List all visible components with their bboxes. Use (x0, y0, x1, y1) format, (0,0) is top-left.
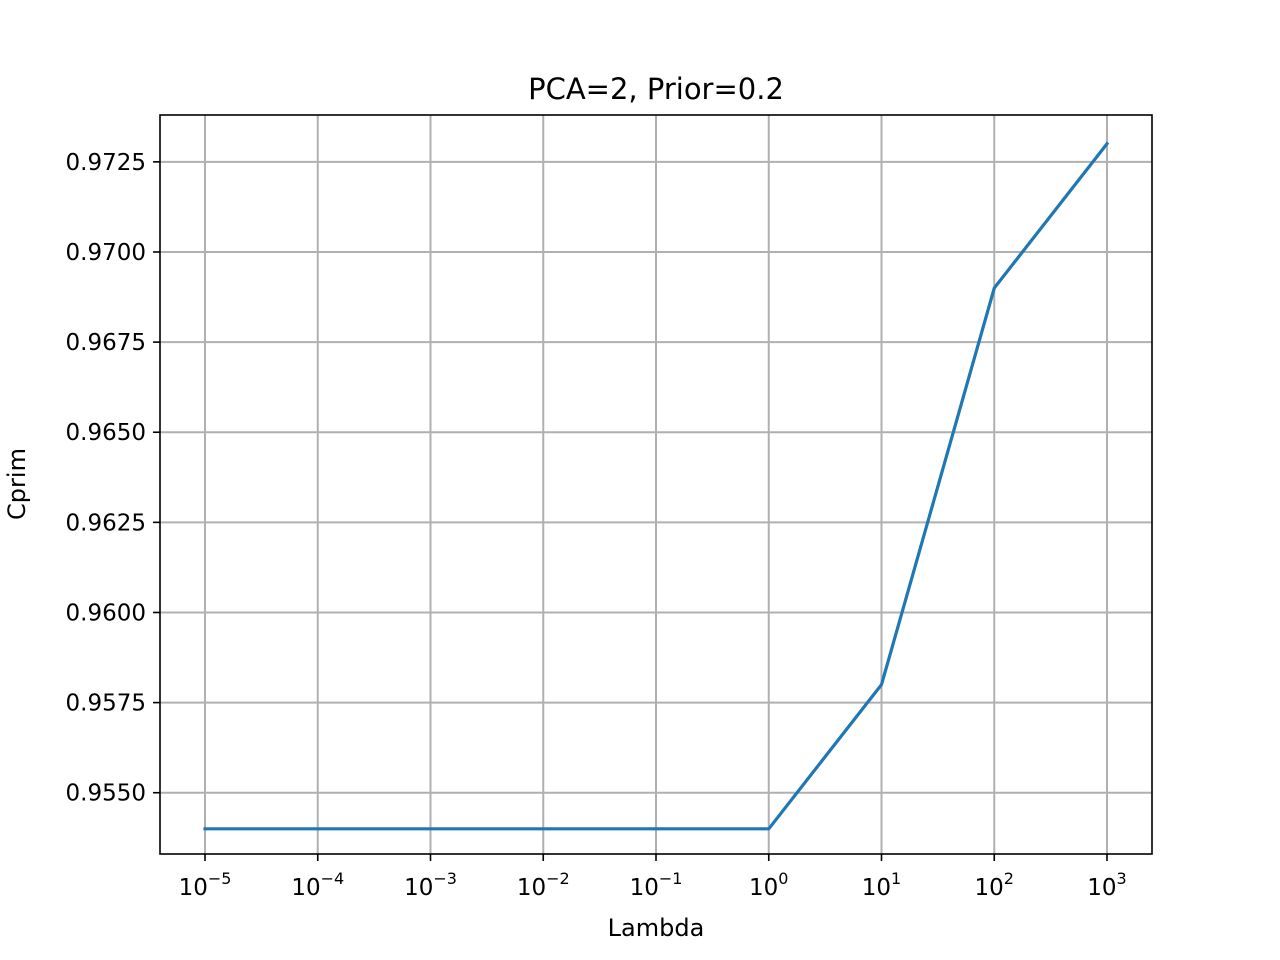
y-axis-label: Cprim (3, 448, 31, 520)
y-tick-label: 0.9725 (66, 150, 146, 176)
x-tick-label: 10−4 (291, 869, 344, 901)
x-tick-label: 103 (1087, 869, 1126, 901)
x-axis-label: Lambda (608, 914, 705, 942)
y-tick-label: 0.9625 (66, 510, 146, 536)
y-tick-label: 0.9600 (66, 600, 146, 626)
x-tick-label: 101 (862, 869, 901, 901)
y-tick-label: 0.9700 (66, 240, 146, 266)
series-line (203, 141, 1110, 831)
x-tick-label: 10−3 (404, 869, 457, 901)
series-layer (203, 141, 1110, 831)
y-tick-label: 0.9575 (66, 691, 146, 717)
x-axis: 10−5 10−4 10−3 10−2 10−1 100 101 102 103 (179, 854, 1127, 901)
y-axis: 0.9550 0.9575 0.9600 0.9625 0.9650 0.9675 0.97… (66, 150, 160, 807)
x-tick-label: 10−2 (517, 869, 570, 901)
x-tick-label: 10−1 (630, 869, 683, 901)
y-tick-label: 0.9650 (66, 420, 146, 446)
x-tick-label: 10−5 (179, 869, 232, 901)
y-tick-label: 0.9675 (66, 330, 146, 356)
x-tick-label: 102 (975, 869, 1014, 901)
y-tick-label: 0.9550 (66, 781, 146, 807)
chart-title: PCA=2, Prior=0.2 (528, 72, 784, 106)
grid (160, 115, 1152, 854)
x-tick-label: 100 (749, 869, 788, 901)
